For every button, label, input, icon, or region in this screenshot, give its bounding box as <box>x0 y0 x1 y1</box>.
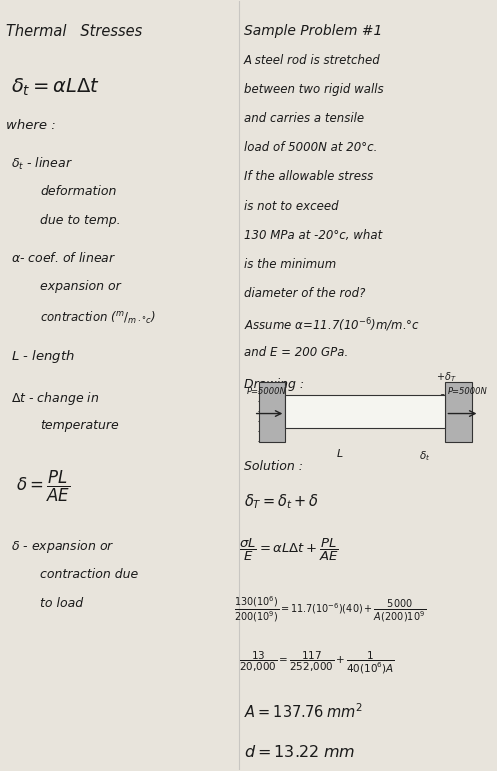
Text: $+\delta_T$: $+\delta_T$ <box>436 370 456 384</box>
Text: contraction ($^m/_{m \cdot °c}$): contraction ($^m/_{m \cdot °c}$) <box>40 309 156 325</box>
Text: $\delta_t$ - linear: $\delta_t$ - linear <box>11 156 73 172</box>
Text: Thermal   Stresses: Thermal Stresses <box>6 25 143 39</box>
Text: Sample Problem #1: Sample Problem #1 <box>244 25 382 39</box>
Text: $L$ - length: $L$ - length <box>11 348 75 365</box>
Text: $\delta_t = \alpha L \Delta t$: $\delta_t = \alpha L \Delta t$ <box>11 76 100 98</box>
Text: 130 MPa at -20°c, what: 130 MPa at -20°c, what <box>244 229 382 242</box>
Bar <box>445 382 472 442</box>
Bar <box>258 382 285 442</box>
Text: $\delta$ - expansion or: $\delta$ - expansion or <box>11 538 115 555</box>
Text: Solution :: Solution : <box>244 460 303 473</box>
Text: diameter of the rod?: diameter of the rod? <box>244 287 365 300</box>
Bar <box>285 396 445 428</box>
Text: deformation: deformation <box>40 185 117 198</box>
Text: $A = 137.76 \; mm^2$: $A = 137.76 \; mm^2$ <box>244 702 363 721</box>
Text: $\delta_t$: $\delta_t$ <box>419 449 430 463</box>
Text: $\delta = \dfrac{PL}{AE}$: $\delta = \dfrac{PL}{AE}$ <box>16 470 71 504</box>
Text: $\alpha$- coef. of linear: $\alpha$- coef. of linear <box>11 251 116 265</box>
Text: is not to exceed: is not to exceed <box>244 200 338 213</box>
Text: $\delta$: $\delta$ <box>438 392 446 404</box>
Text: temperature: temperature <box>40 419 119 433</box>
Text: is the minimum: is the minimum <box>244 258 336 271</box>
Text: P=5000N: P=5000N <box>448 386 488 396</box>
Text: where :: where : <box>6 119 56 132</box>
Text: $\dfrac{13}{20{,}000} = \dfrac{117}{252{,}000} + \dfrac{1}{40(10^6)A}$: $\dfrac{13}{20{,}000} = \dfrac{117}{252{… <box>239 650 395 676</box>
Text: between two rigid walls: between two rigid walls <box>244 82 384 96</box>
Text: Assume $\alpha$=11.7(10$^{-6}$)m/m.$\degree$c: Assume $\alpha$=11.7(10$^{-6}$)m/m.$\deg… <box>244 316 420 334</box>
Text: $\Delta t$ - change in: $\Delta t$ - change in <box>11 390 99 407</box>
Text: $\delta_T = \delta_t + \delta$: $\delta_T = \delta_t + \delta$ <box>244 492 319 511</box>
Text: expansion or: expansion or <box>40 280 121 293</box>
Text: L: L <box>336 449 342 460</box>
Text: Drawing :: Drawing : <box>244 378 304 391</box>
Text: contraction due: contraction due <box>40 567 139 581</box>
Text: load of 5000N at 20°c.: load of 5000N at 20°c. <box>244 141 377 154</box>
Text: and carries a tensile: and carries a tensile <box>244 112 364 125</box>
Text: and E = 200 GPa.: and E = 200 GPa. <box>244 345 348 359</box>
Text: P=5000N: P=5000N <box>247 386 286 396</box>
Text: If the allowable stress: If the allowable stress <box>244 170 373 183</box>
Text: $d = 13.22 \; mm$: $d = 13.22 \; mm$ <box>244 744 355 760</box>
Text: $\dfrac{130(10^6)}{200(10^9)} = 11.7(10^{-6})(40) + \dfrac{5000}{A(200)10^9}$: $\dfrac{130(10^6)}{200(10^9)} = 11.7(10^… <box>234 594 426 624</box>
Text: to load: to load <box>40 597 83 610</box>
Text: A steel rod is stretched: A steel rod is stretched <box>244 54 381 66</box>
Text: due to temp.: due to temp. <box>40 214 121 227</box>
Text: $\dfrac{\sigma L}{E} = \alpha L\Delta t + \dfrac{PL}{AE}$: $\dfrac{\sigma L}{E} = \alpha L\Delta t … <box>239 537 339 563</box>
